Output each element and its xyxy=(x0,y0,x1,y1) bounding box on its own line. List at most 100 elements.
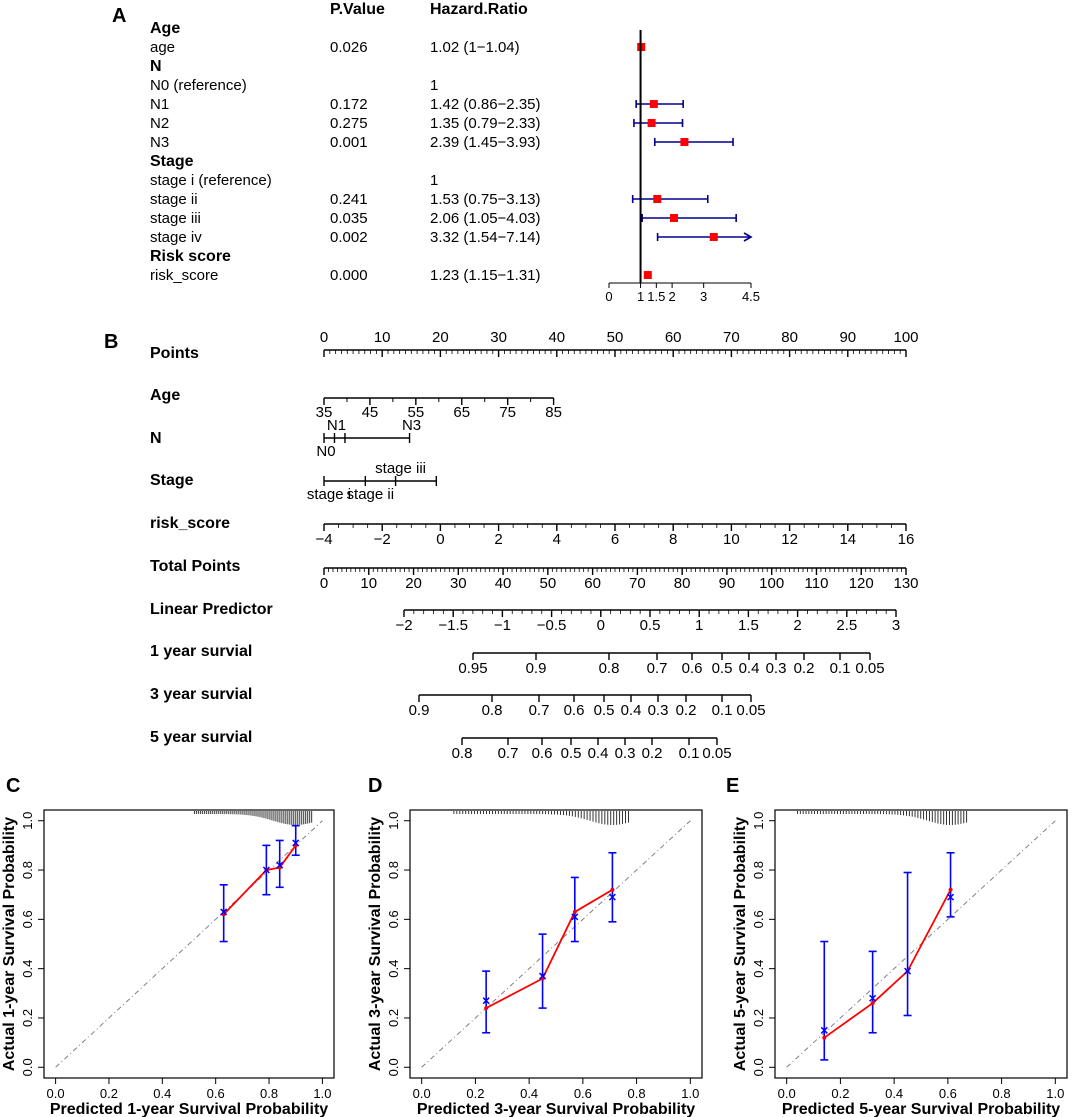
calib-plot-frame xyxy=(409,809,703,1079)
total-tick-label: 100 xyxy=(759,575,784,592)
forest-row-pvalue: 0.000 xyxy=(330,267,368,284)
surv3-tick-label: 0.1 xyxy=(712,702,733,719)
calib-x-axis-label: Predicted 1-year Survival Probability xyxy=(50,1101,328,1117)
forest-row-hr: 1.35 (0.79−2.33) xyxy=(430,115,541,132)
points-tick-label: 90 xyxy=(839,329,856,346)
forest-hr-point xyxy=(680,138,689,146)
forest-row-pvalue: 0.275 xyxy=(330,115,368,132)
forest-row-label: risk_score xyxy=(150,267,218,284)
calib-corrected-marker xyxy=(262,866,270,874)
nomo-label-lp: Linear Predictor xyxy=(150,601,273,618)
points-tick-label: 30 xyxy=(490,329,507,346)
calib-y-tick-label: 0.4 xyxy=(20,960,35,978)
nomo-label-risk: risk_score xyxy=(150,515,230,532)
surv3-tick-label: 0.05 xyxy=(736,702,765,719)
forest-row-label: stage ii xyxy=(150,191,198,208)
forest-group-label: Age xyxy=(150,20,180,37)
total-tick-label: 0 xyxy=(320,575,328,592)
calib-x-tick-label: 0.2 xyxy=(831,1086,849,1101)
calib-observed-point xyxy=(870,1001,875,1006)
forest-hr-point xyxy=(643,271,652,279)
lp-tick-label: 1 xyxy=(695,617,703,634)
total-tick-label: 30 xyxy=(450,575,467,592)
total-tick-label: 10 xyxy=(360,575,377,592)
forest-row-label: N3 xyxy=(150,134,169,151)
surv1-tick-label: 0.05 xyxy=(855,660,884,677)
total-tick-label: 40 xyxy=(495,575,512,592)
calib-x-tick-label: 0.6 xyxy=(939,1086,957,1101)
calib-observed-point xyxy=(822,1035,827,1040)
age-tick-label: 65 xyxy=(453,404,470,421)
forest-x-tick-label: 4.5 xyxy=(742,289,760,304)
risk-tick-label: 12 xyxy=(781,531,798,548)
lp-tick-label: 0.5 xyxy=(640,617,661,634)
calib-x-tick-label: 1.0 xyxy=(313,1086,331,1101)
surv1-tick-label: 0.5 xyxy=(712,660,733,677)
forest-plot: Age age 0.026 1.02 (1−1.04) N N0 (reference) 1… xyxy=(150,20,760,304)
calib-y-tick-label: 0.0 xyxy=(20,1058,35,1076)
total-tick-label: 70 xyxy=(629,575,646,592)
surv1-tick-label: 0.1 xyxy=(830,660,851,677)
calib-y-tick-label: 0.8 xyxy=(20,861,35,879)
points-tick-label: 40 xyxy=(548,329,565,346)
calib-observed-point xyxy=(610,887,615,892)
forest-row-hr: 3.32 (1.54−7.14) xyxy=(430,229,541,246)
forest-row-label: age xyxy=(150,39,175,56)
surv1-tick-label: 0.9 xyxy=(526,660,547,677)
calib-y-tick-label: 0.6 xyxy=(386,910,401,928)
forest-row-hr: 2.06 (1.05−4.03) xyxy=(430,210,541,227)
risk-tick-label: 14 xyxy=(839,531,856,548)
total-tick-label: 110 xyxy=(805,575,829,592)
n-level-label: N3 xyxy=(402,417,421,434)
lp-tick-label: −1.5 xyxy=(438,617,468,634)
lp-tick-label: 2 xyxy=(793,617,801,634)
forest-group-label: Risk score xyxy=(150,248,231,265)
calib-y-tick-label: 1.0 xyxy=(751,812,766,830)
calib-plot-frame xyxy=(43,809,335,1079)
calib-x-tick-label: 0.8 xyxy=(260,1086,278,1101)
surv1-tick-label: 0.4 xyxy=(739,660,760,677)
forest-x-tick-label: 1 xyxy=(637,289,644,304)
forest-row-pvalue: 0.241 xyxy=(330,191,368,208)
surv5-tick-label: 0.2 xyxy=(642,745,663,762)
forest-x-tick-label: 1.5 xyxy=(647,289,665,304)
risk-tick-label: 4 xyxy=(553,531,561,548)
surv5-tick-label: 0.5 xyxy=(561,745,582,762)
forest-row-pvalue: 0.172 xyxy=(330,96,368,113)
calib-x-axis-label: Predicted 3-year Survival Probability xyxy=(417,1101,695,1117)
surv5-tick-label: 0.3 xyxy=(615,745,636,762)
surv5-tick-label: 0.1 xyxy=(679,745,700,762)
panel-label-e: E xyxy=(726,775,739,797)
surv5-tick-label: 0.4 xyxy=(588,745,609,762)
lp-tick-label: 3 xyxy=(892,617,900,634)
calib-plot-frame xyxy=(774,809,1068,1079)
calib-x-tick-label: 1.0 xyxy=(1046,1086,1064,1101)
calib-y-axis-label: Actual 3-year Survival Probability xyxy=(367,817,384,1071)
calib-y-axis-label: Actual 1-year Survival Probability xyxy=(1,817,18,1071)
calib-y-axis-label: Actual 5-year Survival Probability xyxy=(732,817,749,1071)
forest-hr-point xyxy=(670,214,679,222)
surv1-tick-label: 0.6 xyxy=(682,660,703,677)
forest-row-pvalue: 0.035 xyxy=(330,210,368,227)
calib-observed-point xyxy=(484,1006,489,1011)
calib-y-tick-label: 0.8 xyxy=(751,861,766,879)
forest-row-hr: 2.39 (1.45−3.93) xyxy=(430,134,541,151)
calib-corrected-marker xyxy=(482,997,490,1005)
calib-x-tick-label: 0.2 xyxy=(466,1086,484,1101)
risk-tick-label: 10 xyxy=(723,531,740,548)
nomo-label-stage: Stage xyxy=(150,472,194,489)
forest-row-label: stage iv xyxy=(150,229,202,246)
forest-x-tick-label: 0 xyxy=(605,289,612,304)
nomo-label-total: Total Points xyxy=(150,558,240,575)
calib-x-tick-label: 0.0 xyxy=(413,1086,431,1101)
calib-ideal-diagonal xyxy=(55,820,323,1068)
surv1-tick-label: 0.2 xyxy=(794,660,815,677)
forest-hr-point xyxy=(647,119,656,127)
calib-corrected-marker xyxy=(220,908,228,916)
points-tick-label: 100 xyxy=(893,329,918,346)
calib-observed-line xyxy=(823,889,952,1039)
surv3-tick-label: 0.7 xyxy=(529,702,550,719)
total-tick-label: 120 xyxy=(849,575,874,592)
calib-y-tick-label: 0.6 xyxy=(20,910,35,928)
